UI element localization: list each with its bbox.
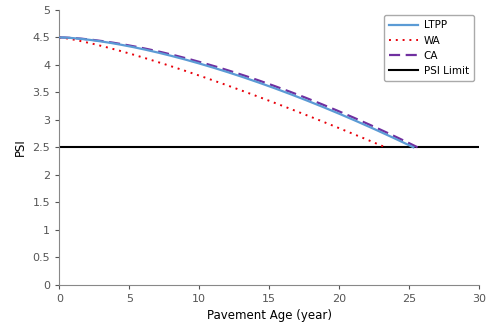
WA — [250, 93, 256, 97]
LTPP — [56, 35, 62, 39]
WA — [324, 121, 329, 125]
Legend: LTPP, WA, CA, PSI Limit: LTPP, WA, CA, PSI Limit — [384, 15, 474, 81]
WA — [213, 79, 219, 83]
WA — [374, 142, 380, 146]
LTPP — [224, 70, 230, 74]
WA — [382, 145, 388, 149]
CA — [270, 83, 276, 87]
LTPP — [347, 116, 353, 120]
PSI Limit — [70, 145, 76, 149]
Line: WA: WA — [59, 37, 385, 147]
LTPP — [248, 78, 254, 82]
CA — [226, 69, 232, 73]
Line: CA: CA — [59, 37, 417, 147]
CA — [350, 116, 356, 119]
WA — [211, 79, 217, 83]
LTPP — [267, 85, 273, 89]
CA — [229, 70, 235, 73]
LTPP — [402, 141, 408, 145]
Y-axis label: PSI: PSI — [14, 138, 27, 156]
LTPP — [227, 71, 233, 75]
Line: LTPP: LTPP — [59, 37, 413, 147]
CA — [414, 145, 420, 149]
X-axis label: Pavement Age (year): Pavement Age (year) — [206, 309, 332, 322]
WA — [56, 35, 62, 39]
LTPP — [411, 145, 416, 149]
WA — [233, 86, 239, 90]
CA — [56, 35, 62, 39]
CA — [406, 141, 412, 145]
CA — [250, 76, 256, 80]
PSI Limit — [56, 145, 62, 149]
